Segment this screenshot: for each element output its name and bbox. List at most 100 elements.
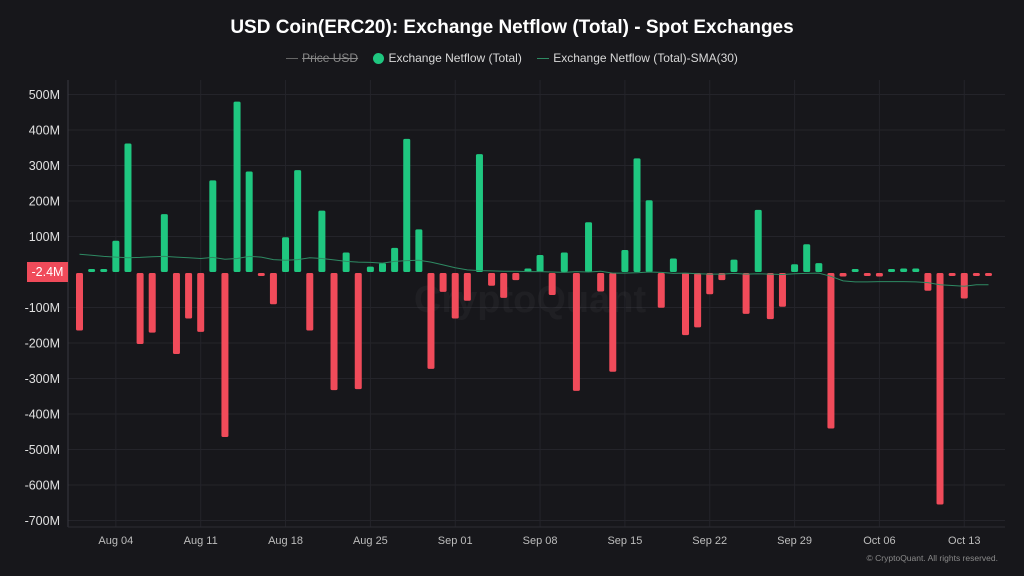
netflow-bar[interactable] bbox=[985, 273, 992, 276]
y-axis: 500M 400M 300M 200M 100M -100M -200M -300M -400M… bbox=[25, 88, 60, 528]
netflow-bar[interactable] bbox=[88, 269, 96, 272]
legend-item-netflow[interactable]: Exchange Netflow (Total) bbox=[373, 51, 522, 65]
netflow-bar[interactable] bbox=[475, 154, 483, 272]
copyright: © CryptoQuant. All rights reserved. bbox=[866, 553, 998, 563]
legend-line-icon bbox=[286, 58, 299, 60]
netflow-bar[interactable] bbox=[245, 171, 253, 272]
netflow-bar[interactable] bbox=[572, 273, 580, 391]
netflow-bar[interactable] bbox=[791, 264, 799, 272]
netflow-bar[interactable] bbox=[354, 273, 362, 390]
netflow-bar[interactable] bbox=[597, 273, 605, 292]
netflow-bar[interactable] bbox=[839, 273, 847, 277]
sma-line bbox=[79, 253, 989, 287]
netflow-bar[interactable] bbox=[863, 273, 871, 276]
netflow-bar[interactable] bbox=[197, 273, 205, 332]
bars bbox=[76, 101, 992, 505]
netflow-bar[interactable] bbox=[924, 273, 932, 291]
netflow-bar[interactable] bbox=[851, 269, 859, 272]
netflow-bar[interactable] bbox=[875, 273, 883, 277]
netflow-bar[interactable] bbox=[936, 273, 944, 505]
x-tick-label: Aug 25 bbox=[353, 535, 388, 547]
y-tick-label: -500M bbox=[25, 443, 60, 457]
netflow-bar[interactable] bbox=[318, 210, 326, 272]
netflow-bar[interactable] bbox=[657, 273, 665, 308]
netflow-bar[interactable] bbox=[900, 268, 908, 272]
netflow-bar[interactable] bbox=[585, 222, 593, 272]
y-tick-label: -300M bbox=[25, 372, 60, 386]
netflow-bar[interactable] bbox=[136, 273, 144, 344]
netflow-bar[interactable] bbox=[730, 259, 738, 272]
netflow-bar[interactable] bbox=[694, 273, 702, 328]
netflow-bar[interactable] bbox=[221, 273, 229, 438]
netflow-bar[interactable] bbox=[500, 273, 508, 298]
netflow-bar[interactable] bbox=[391, 247, 399, 272]
netflow-bar[interactable] bbox=[682, 273, 689, 336]
netflow-bar[interactable] bbox=[306, 273, 314, 331]
netflow-bar[interactable] bbox=[124, 143, 132, 272]
netflow-bar[interactable] bbox=[669, 258, 677, 272]
netflow-bar[interactable] bbox=[172, 273, 180, 354]
netflow-bar[interactable] bbox=[233, 101, 241, 272]
netflow-bar[interactable] bbox=[439, 273, 447, 292]
netflow-bar[interactable] bbox=[366, 266, 374, 272]
netflow-bar[interactable] bbox=[560, 252, 568, 272]
x-tick-label: Sep 15 bbox=[607, 535, 642, 547]
netflow-bar[interactable] bbox=[609, 273, 617, 372]
netflow-bar[interactable] bbox=[548, 273, 556, 296]
netflow-bar[interactable] bbox=[718, 273, 726, 281]
netflow-bar[interactable] bbox=[827, 273, 835, 429]
netflow-bar[interactable] bbox=[160, 214, 168, 272]
netflow-bar[interactable] bbox=[100, 269, 108, 272]
netflow-bar[interactable] bbox=[742, 273, 750, 314]
netflow-bar[interactable] bbox=[415, 229, 423, 272]
netflow-bar[interactable] bbox=[379, 263, 386, 272]
x-tick-label: Aug 11 bbox=[184, 535, 218, 547]
y-tick-label: -700M bbox=[25, 514, 60, 528]
legend-line-icon bbox=[537, 58, 550, 60]
netflow-bar[interactable] bbox=[463, 273, 471, 301]
netflow-bar[interactable] bbox=[209, 180, 217, 272]
netflow-bar[interactable] bbox=[148, 273, 156, 333]
y-tick-label: 400M bbox=[29, 124, 60, 138]
netflow-bar[interactable] bbox=[948, 273, 956, 276]
y-tick-label: -400M bbox=[25, 408, 60, 422]
netflow-bar[interactable] bbox=[342, 252, 350, 272]
netflow-bar[interactable] bbox=[427, 273, 435, 369]
netflow-bar[interactable] bbox=[330, 273, 338, 391]
netflow-bar[interactable] bbox=[888, 269, 896, 272]
netflow-bar[interactable] bbox=[803, 244, 811, 272]
chart-legend: Price USD Exchange Netflow (Total) Excha… bbox=[0, 50, 1024, 65]
netflow-bar[interactable] bbox=[766, 273, 774, 320]
legend-item-sma[interactable]: Exchange Netflow (Total)-SMA(30) bbox=[537, 51, 738, 65]
netflow-bar[interactable] bbox=[778, 273, 786, 307]
y-tick-label: -200M bbox=[25, 337, 60, 351]
y-tick-label: 200M bbox=[29, 195, 60, 209]
netflow-bar[interactable] bbox=[403, 138, 411, 272]
netflow-bar[interactable] bbox=[294, 170, 302, 272]
netflow-bar[interactable] bbox=[815, 263, 823, 272]
netflow-bar[interactable] bbox=[488, 273, 496, 286]
netflow-bar[interactable] bbox=[972, 273, 980, 276]
netflow-bar[interactable] bbox=[76, 273, 83, 331]
x-tick-label: Sep 08 bbox=[523, 535, 558, 547]
legend-item-price-usd[interactable]: Price USD bbox=[286, 51, 358, 65]
netflow-bar[interactable] bbox=[269, 273, 277, 305]
netflow-bar[interactable] bbox=[282, 237, 290, 272]
netflow-bar[interactable] bbox=[754, 209, 762, 272]
netflow-bar[interactable] bbox=[536, 254, 544, 272]
netflow-bar[interactable] bbox=[706, 273, 714, 295]
netflow-bar[interactable] bbox=[512, 273, 520, 281]
netflow-bar[interactable] bbox=[621, 249, 629, 272]
netflow-bar[interactable] bbox=[257, 273, 265, 276]
netflow-bar[interactable] bbox=[185, 273, 193, 319]
netflow-bar[interactable] bbox=[451, 273, 459, 319]
netflow-bar[interactable] bbox=[912, 268, 920, 272]
netflow-bar[interactable] bbox=[633, 158, 641, 272]
netflow-bar[interactable] bbox=[645, 200, 653, 272]
y-tick-label: -600M bbox=[25, 479, 60, 493]
netflow-bar[interactable] bbox=[112, 240, 120, 272]
x-tick-label: Oct 06 bbox=[863, 535, 895, 547]
current-value-badge: -2.4M bbox=[27, 262, 68, 282]
x-tick-label: Aug 18 bbox=[268, 535, 303, 547]
